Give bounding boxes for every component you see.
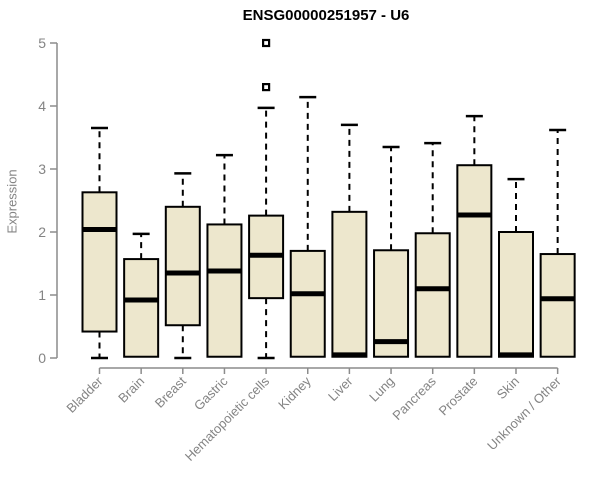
y-tick-label-5: 5 (38, 35, 46, 51)
chart-title: ENSG00000251957 - U6 (242, 7, 410, 24)
box-unknown-other (539, 253, 576, 358)
box-brain (123, 258, 160, 358)
x-tick-label-prostate: Prostate (436, 374, 481, 419)
outlier-hematopoietic-cells-1 (262, 38, 271, 48)
y-tick-label-4: 4 (38, 98, 46, 114)
box-lung (373, 249, 410, 358)
x-tick-label-brain: Brain (115, 374, 147, 406)
x-tick-label-kidney: Kidney (275, 373, 314, 412)
x-tick-label-pancreas: Pancreas (389, 373, 439, 423)
y-tick-label-2: 2 (38, 224, 46, 240)
x-tick-label-breast: Breast (152, 373, 189, 410)
box-bladder (81, 191, 118, 333)
box-liver (331, 210, 368, 358)
y-tick-label-0: 0 (38, 350, 46, 366)
x-tick-label-liver: Liver (325, 373, 356, 404)
box-breast (164, 205, 201, 327)
outlier-hematopoietic-cells-0 (262, 82, 271, 92)
box-gastric (206, 223, 243, 358)
box-skin (498, 231, 534, 358)
x-tick-label-bladder: Bladder (63, 373, 106, 416)
box-kidney (289, 249, 326, 358)
y-tick-label-3: 3 (38, 161, 46, 177)
box-prostate (456, 164, 493, 358)
x-tick-label-skin: Skin (494, 374, 522, 402)
x-tick-label-lung: Lung (366, 374, 397, 405)
x-tick-label-gastric: Gastric (191, 373, 231, 413)
x-tick-label-unknown-other: Unknown / Other (484, 373, 564, 453)
box-pancreas (414, 232, 451, 358)
y-tick-label-1: 1 (38, 287, 46, 303)
